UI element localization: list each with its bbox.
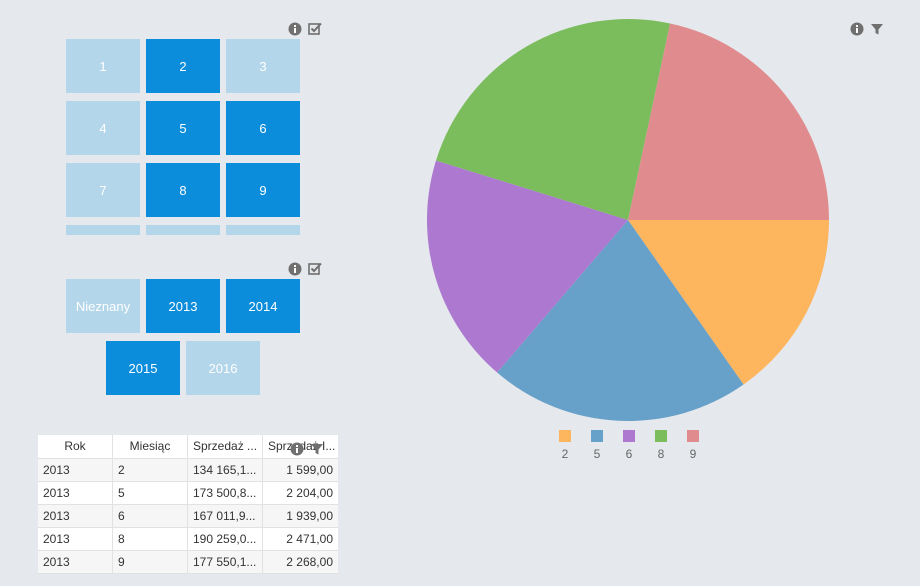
table-cell: 2 268,00 [286, 555, 333, 569]
column-header-sprzedaz[interactable]: Sprzedaż ... [188, 435, 263, 458]
month-tile-1[interactable]: 1 [66, 39, 140, 93]
pie-slice-5[interactable] [497, 220, 744, 421]
pie-slice-6[interactable] [427, 160, 628, 373]
table-cell: 2013 [38, 551, 113, 573]
table-cell: 190 259,0... [188, 528, 263, 550]
table-cell: 1 599,00 [286, 463, 333, 477]
legend-swatch [559, 430, 571, 442]
table-cell: 1 939,00 [286, 509, 333, 523]
column-header-miesiac[interactable]: Miesiąc [113, 435, 188, 458]
table-row[interactable]: 2013 6 167 011,9... 1 939,00 [38, 505, 338, 528]
table-cell: 9 [113, 551, 188, 573]
month-tile-partial[interactable] [66, 225, 140, 235]
table-cell: 2 204,00 [286, 486, 333, 500]
month-tile-8[interactable]: 8 [146, 163, 220, 217]
table-cell: 6 [113, 505, 188, 527]
legend-swatch [591, 430, 603, 442]
filter-icon[interactable] [310, 442, 324, 456]
column-header-rok[interactable]: Rok [38, 435, 113, 458]
month-tile-partial[interactable] [146, 225, 220, 235]
table-cell: 173 500,8... [188, 482, 263, 504]
table-cell: 2 471,00 [286, 532, 333, 546]
month-tile-2[interactable]: 2 [146, 39, 220, 93]
table-row[interactable]: 2013 8 190 259,0... 2 471,00 [38, 528, 338, 551]
table-cell: 2 [113, 459, 188, 481]
info-icon[interactable] [288, 22, 302, 36]
pie-slice-8[interactable] [436, 19, 671, 221]
legend-swatch [623, 430, 635, 442]
year-tile-2015[interactable]: 2015 [106, 341, 180, 395]
legend-label: 9 [689, 447, 697, 461]
pie-chart [427, 19, 829, 421]
month-tile-7[interactable]: 7 [66, 163, 140, 217]
legend-label: 8 [657, 447, 665, 461]
month-tile-3[interactable]: 3 [226, 39, 300, 93]
table-row[interactable]: 2013 2 134 165,1... 1 599,00 [38, 459, 338, 482]
sales-table[interactable]: Rok Miesiąc Sprzedaż ... Sprzedaż I... 2… [38, 435, 338, 574]
month-tile-partial[interactable] [226, 225, 300, 235]
table-cell: 2013 [38, 505, 113, 527]
month-tile-4[interactable]: 4 [66, 101, 140, 155]
selection-check-icon[interactable] [308, 22, 322, 36]
legend-item-6[interactable]: 6 [622, 430, 636, 461]
table-row[interactable]: 2013 9 177 550,1... 2 268,00 [38, 551, 338, 574]
table-cell: 2013 [38, 528, 113, 550]
legend-label: 2 [561, 447, 569, 461]
legend-item-2[interactable]: 2 [558, 430, 572, 461]
pie-slice-2[interactable] [628, 220, 829, 385]
year-tile-2014[interactable]: 2014 [226, 279, 300, 333]
filter-icon[interactable] [870, 22, 884, 36]
legend-item-8[interactable]: 8 [654, 430, 668, 461]
month-tile-5[interactable]: 5 [146, 101, 220, 155]
year-tile-2016[interactable]: 2016 [186, 341, 260, 395]
table-row[interactable]: 2013 5 173 500,8... 2 204,00 [38, 482, 338, 505]
legend-swatch [687, 430, 699, 442]
table-body: 2013 2 134 165,1... 1 599,00 2013 5 173 500,8.… [38, 459, 338, 574]
pie-chart-panel [400, 10, 900, 480]
table-cell: 167 011,9... [188, 505, 263, 527]
legend-label: 6 [625, 447, 633, 461]
table-header-row: Rok Miesiąc Sprzedaż ... Sprzedaż I... [38, 435, 338, 459]
table-cell: 177 550,1... [188, 551, 263, 573]
table-cell: 2013 [38, 482, 113, 504]
month-tile-6[interactable]: 6 [226, 101, 300, 155]
info-icon[interactable] [288, 262, 302, 276]
pie-slice-9[interactable] [628, 23, 829, 221]
year-filter-panel: Nieznany 2013 2014 2015 2016 [60, 260, 340, 400]
year-tile-nieznany[interactable]: Nieznany [66, 279, 140, 333]
info-icon[interactable] [290, 442, 304, 456]
table-cell: 134 165,1... [188, 459, 263, 481]
table-cell: 5 [113, 482, 188, 504]
table-cell: 8 [113, 528, 188, 550]
legend-label: 5 [593, 447, 601, 461]
info-icon[interactable] [850, 22, 864, 36]
legend-item-9[interactable]: 9 [686, 430, 700, 461]
selection-check-icon[interactable] [308, 262, 322, 276]
legend-item-5[interactable]: 5 [590, 430, 604, 461]
year-tile-2013[interactable]: 2013 [146, 279, 220, 333]
legend-swatch [655, 430, 667, 442]
table-cell: 2013 [38, 459, 113, 481]
month-tile-9[interactable]: 9 [226, 163, 300, 217]
